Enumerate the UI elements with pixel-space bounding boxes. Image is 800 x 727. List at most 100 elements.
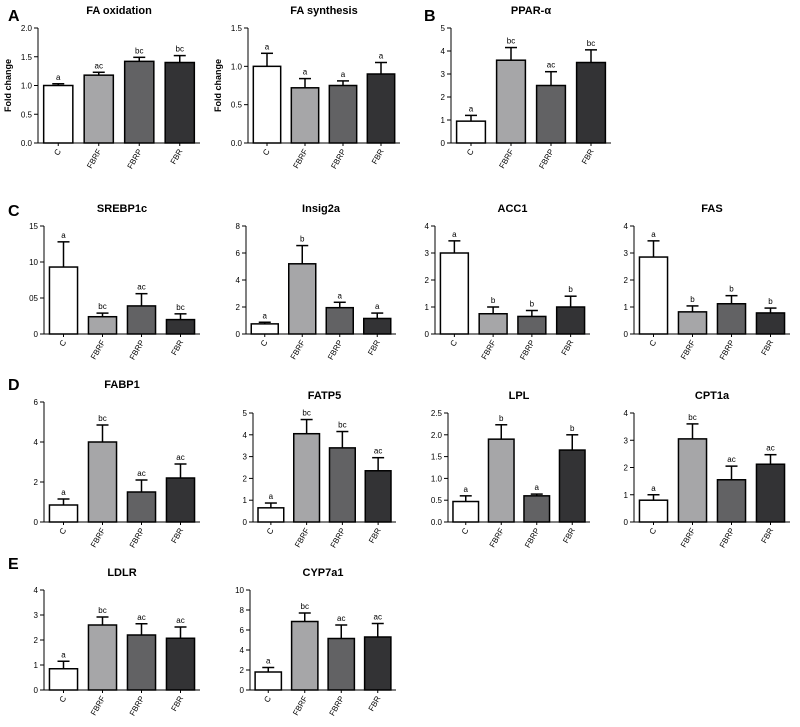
y-tick-label: 4 — [441, 47, 446, 56]
chart-title: FA synthesis — [290, 5, 357, 17]
y-axis-label: Fold change — [3, 59, 13, 112]
bar-c — [252, 65, 282, 144]
significance-label: a — [464, 485, 469, 494]
significance-label: a — [651, 230, 656, 239]
x-tick-label: FBRP — [328, 695, 346, 718]
chart-srebp1c: SREBP1c 0 05 10 15 a Cbc FBRF ac FBRP bc FBR — [29, 203, 200, 361]
y-tick-label: 0 — [34, 686, 39, 695]
y-tick-label: 1.5 — [231, 24, 243, 33]
x-tick-label: C — [460, 526, 471, 536]
significance-label: bc — [98, 414, 106, 423]
bar-fbr — [555, 306, 586, 335]
y-tick-label: 1 — [34, 661, 39, 670]
bar-fbrp — [123, 60, 155, 144]
significance-label: bc — [338, 421, 346, 430]
y-tick-label: 2.5 — [431, 409, 443, 418]
y-tick-label: 1 — [441, 116, 446, 125]
significance-label: a — [61, 231, 66, 240]
significance-label: b — [530, 300, 535, 309]
y-tick-label: 4 — [34, 586, 39, 595]
bar-fbrf — [87, 624, 118, 691]
x-tick-label: C — [58, 526, 69, 536]
bar-fbrf — [495, 59, 527, 144]
y-tick-label: 0 — [34, 330, 39, 339]
y-tick-label: 4 — [624, 222, 629, 231]
y-tick-label: 3 — [624, 249, 629, 258]
significance-label: b — [499, 414, 504, 423]
y-tick-label: 0 — [34, 518, 39, 527]
y-tick-label: 2 — [441, 93, 446, 102]
x-tick-label: FBRP — [537, 148, 555, 171]
y-tick-label: 0.0 — [231, 139, 243, 148]
y-tick-label: 4 — [425, 222, 430, 231]
x-tick-label: C — [465, 147, 476, 157]
y-tick-label: 4 — [243, 431, 248, 440]
y-tick-label: 0 — [624, 330, 629, 339]
significance-label: ac — [95, 61, 103, 70]
y-tick-label: 2.0 — [21, 24, 33, 33]
x-tick-label: C — [448, 338, 459, 348]
y-tick-label: 2 — [240, 666, 245, 675]
y-tick-label: 2 — [236, 303, 241, 312]
bar-fbrp — [716, 479, 747, 523]
x-tick-label: FBRF — [291, 694, 309, 717]
y-tick-label: 4 — [240, 646, 245, 655]
panel-letter: E — [8, 556, 19, 573]
x-tick-label: FBRF — [89, 694, 107, 717]
chart-title: PPAR-α — [511, 5, 551, 17]
bar-c — [254, 671, 283, 691]
bar-fbrp — [523, 495, 551, 523]
y-tick-label: 3 — [441, 70, 446, 79]
significance-label: b — [491, 296, 496, 305]
significance-label: a — [375, 302, 380, 311]
x-tick-label: FBRP — [128, 339, 146, 362]
y-tick-label: 0 — [236, 330, 241, 339]
x-tick-label: C — [58, 694, 69, 704]
x-tick-label: FBR — [367, 694, 383, 713]
y-tick-label: 8 — [240, 606, 245, 615]
chart-title: LDLR — [107, 567, 136, 579]
x-tick-label: FBR — [561, 526, 577, 545]
bar-fbr — [755, 463, 786, 523]
chart-acc1: ACC1 0 1 2 3 4 a Cb FBRF b FBRP b FBR — [425, 203, 590, 361]
x-tick-label: C — [261, 147, 272, 157]
x-tick-label: FBRF — [289, 338, 307, 361]
bar-fbrf — [290, 87, 320, 144]
chart-lpl: LPL 0.0 0.5 1.0 1.5 2.0 2.5 a Cb FBRF a FBRP b FBR — [431, 390, 590, 549]
chart-cyp7a1: CYP7a1 0 2 4 6 8 10 a Cbc FBRF ac FBRP ac FBR — [235, 567, 396, 717]
bar-c — [638, 256, 669, 335]
bar-fbrf — [288, 263, 317, 335]
bar-fbrp — [328, 447, 356, 523]
bar-fbr — [164, 61, 196, 144]
y-tick-label: 0.0 — [21, 139, 33, 148]
x-tick-label: FBRP — [128, 527, 146, 550]
panel-letter: D — [8, 377, 20, 394]
bar-fbrp — [716, 303, 747, 335]
y-tick-label: 1.0 — [431, 474, 443, 483]
significance-label: bc — [176, 303, 184, 312]
y-tick-label: 10 — [235, 586, 244, 595]
significance-label: a — [379, 52, 384, 61]
x-tick-label: FBRF — [480, 338, 498, 361]
x-tick-label: FBRF — [89, 526, 107, 549]
significance-label: a — [266, 657, 271, 666]
bar-fbrp — [126, 305, 157, 335]
bar-fbr — [363, 636, 392, 691]
significance-label: b — [570, 424, 575, 433]
bar-fbrp — [535, 84, 567, 144]
x-tick-label: FBR — [580, 147, 596, 166]
chart-title: FAS — [701, 203, 722, 215]
significance-label: a — [265, 42, 270, 51]
chart-title: SREBP1c — [97, 203, 147, 215]
x-tick-label: C — [648, 526, 659, 536]
x-tick-label: FBR — [169, 147, 185, 166]
significance-label: ac — [374, 447, 382, 456]
x-tick-label: FBR — [367, 526, 383, 545]
significance-label: a — [61, 650, 66, 659]
significance-label: a — [269, 492, 274, 501]
bar-c — [455, 120, 487, 144]
bar-fbrp — [325, 306, 354, 335]
chart-title: LPL — [509, 390, 530, 402]
chart-title: CPT1a — [695, 390, 730, 402]
x-tick-label: FBRP — [326, 339, 344, 362]
